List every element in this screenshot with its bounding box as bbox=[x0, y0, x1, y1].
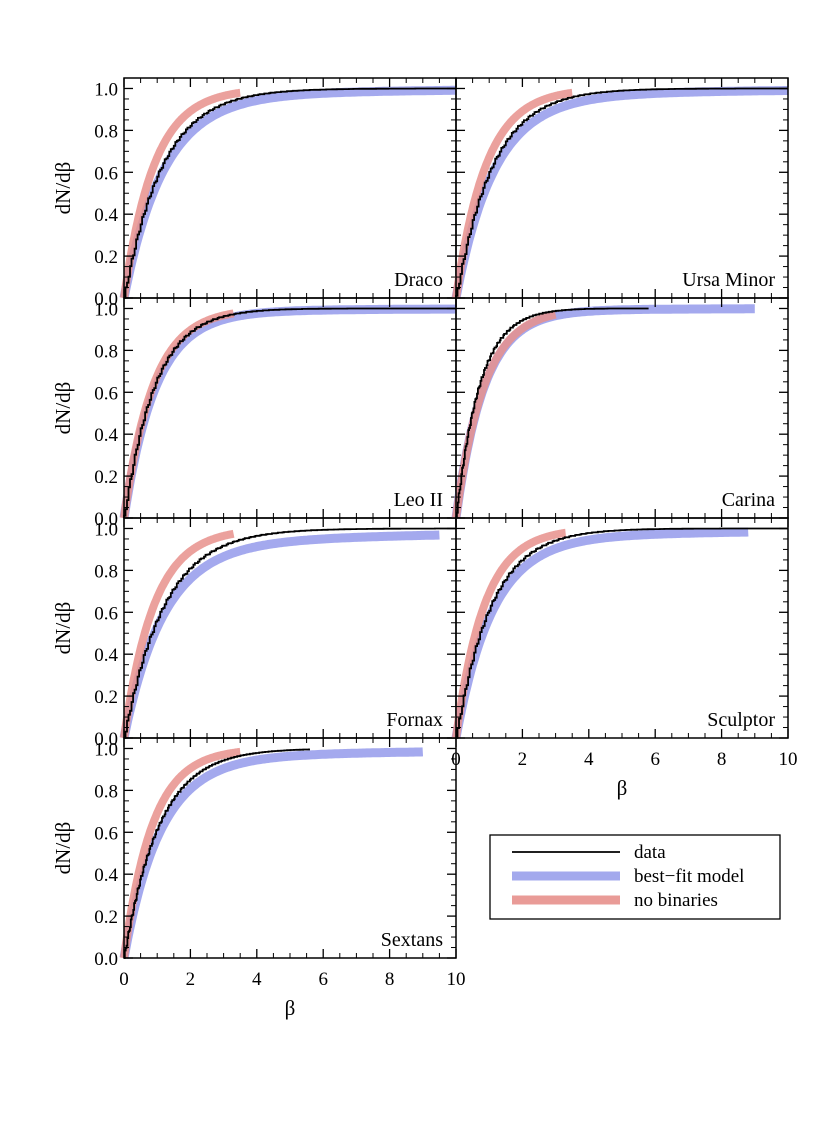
y-tick-label: 1.0 bbox=[94, 79, 118, 100]
nobin-band-fornax bbox=[120, 529, 237, 739]
legend-label-data: data bbox=[634, 842, 666, 863]
y-axis-title: dN/dβ bbox=[51, 162, 75, 215]
y-tick-label: 0.0 bbox=[94, 949, 118, 970]
x-tick-label: 8 bbox=[717, 749, 727, 770]
y-axis-title: dN/dβ bbox=[51, 382, 75, 435]
panel-label-draco: Draco bbox=[394, 269, 443, 291]
y-tick-label: 0.2 bbox=[94, 907, 118, 928]
model-band-draco bbox=[119, 85, 459, 299]
nobin-band-carina bbox=[452, 310, 559, 519]
panel-label-ursa-minor: Ursa Minor bbox=[682, 269, 775, 291]
nobin-band-leo-ii bbox=[120, 309, 237, 519]
y-tick-label: 1.0 bbox=[94, 299, 118, 320]
panel-label-carina: Carina bbox=[722, 489, 775, 511]
model-band-sextans bbox=[119, 747, 426, 959]
x-axis-title: β bbox=[285, 996, 296, 1020]
y-tick-label: 1.0 bbox=[94, 739, 118, 760]
x-axis-title: β bbox=[617, 776, 628, 800]
y-tick-label: 0.0 bbox=[94, 729, 118, 750]
y-tick-label: 0.6 bbox=[94, 383, 118, 404]
data-curve-draco bbox=[124, 87, 456, 299]
panel-frame-draco bbox=[123, 77, 457, 299]
nobin-band-draco bbox=[120, 88, 244, 299]
panel-frame-sextans bbox=[123, 737, 457, 959]
y-tick-label: 0.2 bbox=[94, 247, 118, 268]
y-tick-label: 1.0 bbox=[94, 519, 118, 540]
nobin-band-sextans bbox=[120, 747, 244, 959]
y-tick-label: 0.8 bbox=[94, 341, 118, 362]
y-tick-label: 0.0 bbox=[94, 289, 118, 310]
panel-label-fornax: Fornax bbox=[386, 709, 443, 731]
y-tick-label: 0.6 bbox=[94, 163, 118, 184]
y-tick-label: 0.4 bbox=[94, 865, 118, 886]
y-tick-label: 0.8 bbox=[94, 121, 118, 142]
y-tick-label: 0.0 bbox=[94, 509, 118, 530]
panel-label-leo-ii: Leo II bbox=[394, 489, 443, 511]
y-axis-title: dN/dβ bbox=[51, 602, 75, 655]
y-tick-label: 0.6 bbox=[94, 823, 118, 844]
data-curve-leo-ii bbox=[123, 307, 456, 518]
y-tick-label: 0.6 bbox=[94, 603, 118, 624]
panel-label-sculptor: Sculptor bbox=[707, 709, 775, 731]
y-tick-label: 0.8 bbox=[94, 781, 118, 802]
x-tick-label: 6 bbox=[650, 749, 660, 770]
panel-frame-ursa-minor bbox=[455, 77, 789, 299]
x-tick-label: 10 bbox=[447, 969, 466, 990]
model-band-sculptor bbox=[451, 527, 751, 739]
panel-frame-carina bbox=[455, 297, 789, 519]
model-band-ursa-minor bbox=[451, 86, 791, 299]
panel-frame-sculptor bbox=[455, 517, 789, 739]
legend-label-nobin: no binaries bbox=[634, 890, 718, 911]
nobin-band-ursa-minor bbox=[452, 88, 576, 299]
y-tick-label: 0.2 bbox=[94, 467, 118, 488]
nobin-band-sculptor bbox=[452, 528, 569, 739]
data-curve-fornax bbox=[124, 527, 456, 739]
y-tick-label: 0.4 bbox=[94, 205, 118, 226]
data-curve-sculptor bbox=[456, 527, 788, 739]
panel-frame-fornax bbox=[123, 517, 457, 739]
y-axis-title: dN/dβ bbox=[51, 822, 75, 875]
x-tick-label: 2 bbox=[186, 969, 196, 990]
legend-label-model: best−fit model bbox=[634, 866, 744, 887]
y-tick-label: 0.4 bbox=[94, 425, 118, 446]
y-tick-label: 0.2 bbox=[94, 687, 118, 708]
model-band-fornax bbox=[119, 530, 442, 739]
x-tick-label: 2 bbox=[518, 749, 528, 770]
x-tick-label: 4 bbox=[584, 749, 594, 770]
data-curve-sextans bbox=[123, 748, 311, 959]
x-tick-label: 4 bbox=[252, 969, 262, 990]
x-tick-label: 10 bbox=[779, 749, 798, 770]
y-tick-label: 0.8 bbox=[94, 561, 118, 582]
data-curve-ursa-minor bbox=[455, 87, 788, 298]
x-tick-label: 0 bbox=[119, 969, 129, 990]
x-tick-label: 6 bbox=[318, 969, 328, 990]
y-tick-label: 0.4 bbox=[94, 645, 118, 666]
data-curve-carina bbox=[455, 307, 649, 519]
x-tick-label: 8 bbox=[385, 969, 395, 990]
panel-frame-leo-ii bbox=[123, 297, 457, 519]
panel-label-sextans: Sextans bbox=[381, 929, 443, 951]
